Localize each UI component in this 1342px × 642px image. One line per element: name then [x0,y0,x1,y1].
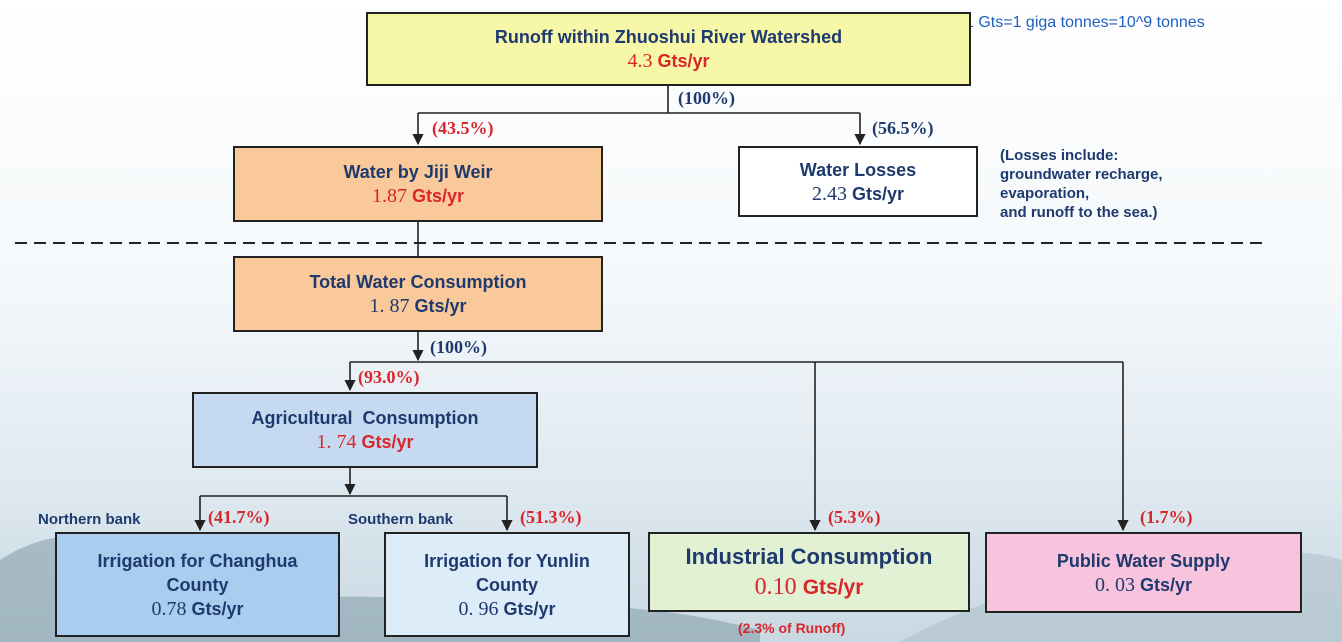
industrial-note: (2.3% of Runoff) [738,620,845,636]
losses-note-line: (Losses include: [1000,146,1163,165]
node-unit: Gts/yr [361,432,413,452]
node-label: Public Water Supply [987,549,1300,573]
edge-label: (5.3%) [828,507,881,528]
node-value: 0. 96 [458,598,498,620]
node-value: 4.3 [627,50,652,72]
edge-label: (93.0%) [358,367,420,388]
losses-note-line: groundwater recharge, [1000,165,1163,184]
node-label: Runoff within Zhuoshui River Watershed [368,25,969,49]
node-value: 1. 87 [369,295,409,317]
node: Water by Jiji Weir 1.87 Gts/yr [233,146,603,222]
node-label: Irrigation for Yunlin County [396,549,618,597]
node-label: Water by Jiji Weir [235,160,601,184]
node: Public Water Supply 0. 03 Gts/yr [985,532,1302,613]
losses-note-line: evaporation, [1000,184,1163,203]
node: Irrigation for Changhua County 0.78 Gts/… [55,532,340,637]
node: Irrigation for Yunlin County 0. 96 Gts/y… [384,532,630,637]
unit-note: 1 Gts=1 giga tonnes=10^9 tonnes [965,14,1205,32]
node-label: Total Water Consumption [235,270,601,294]
node-value: 0. 03 [1095,574,1135,596]
node-value: 2.43 [812,183,847,205]
node-label: Water Losses [740,158,976,182]
node: Runoff within Zhuoshui River Watershed 4… [366,12,971,86]
node-value: 0.10 [755,574,797,600]
bank-label: Northern bank [38,511,141,528]
edge-label: (41.7%) [208,507,270,528]
node-unit: Gts/yr [412,186,464,206]
node-label: Industrial Consumption [650,542,968,572]
node: Agricultural Consumption 1. 74 Gts/yr [192,392,538,468]
losses-note: (Losses include: groundwater recharge, e… [1000,146,1163,222]
node-unit: Gts/yr [657,51,709,71]
node-label: Irrigation for Changhua County [77,549,318,597]
edge-label: (43.5%) [432,118,494,139]
node-unit: Gts/yr [414,296,466,316]
node-unit: Gts/yr [503,599,555,619]
node: Water Losses 2.43 Gts/yr [738,146,978,217]
edge-label: (51.3%) [520,507,582,528]
losses-note-line: and runoff to the sea.) [1000,203,1163,222]
node: Industrial Consumption 0.10 Gts/yr [648,532,970,612]
page: 1 Gts=1 giga tonnes=10^9 tonnes Runoff w… [0,0,1342,642]
node-unit: Gts/yr [191,599,243,619]
edge-label: (100%) [430,337,487,358]
node-value: 1. 74 [316,431,356,453]
edge-label: (56.5%) [872,118,934,139]
node-label: Agricultural Consumption [194,406,536,430]
node-unit: Gts/yr [852,184,904,204]
edge-label: (1.7%) [1140,507,1193,528]
edge-label: (100%) [678,88,735,109]
node-value: 0.78 [151,598,186,620]
node-value: 1.87 [372,185,407,207]
node: Total Water Consumption 1. 87 Gts/yr [233,256,603,332]
node-unit: Gts/yr [803,576,864,599]
node-unit: Gts/yr [1140,575,1192,595]
bank-label: Southern bank [348,511,453,528]
